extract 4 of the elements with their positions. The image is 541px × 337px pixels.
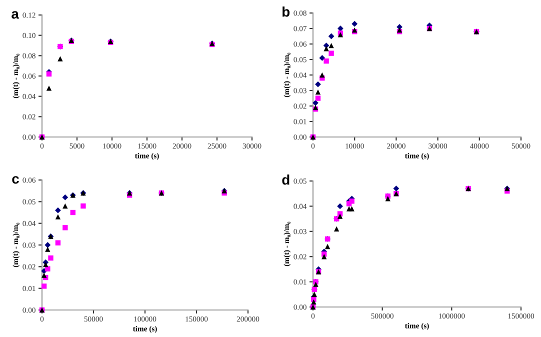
chart-title: c (12, 176, 19, 184)
chart-title: d (282, 174, 290, 185)
chart-title: b (282, 6, 290, 17)
chart-title: a (12, 11, 19, 19)
